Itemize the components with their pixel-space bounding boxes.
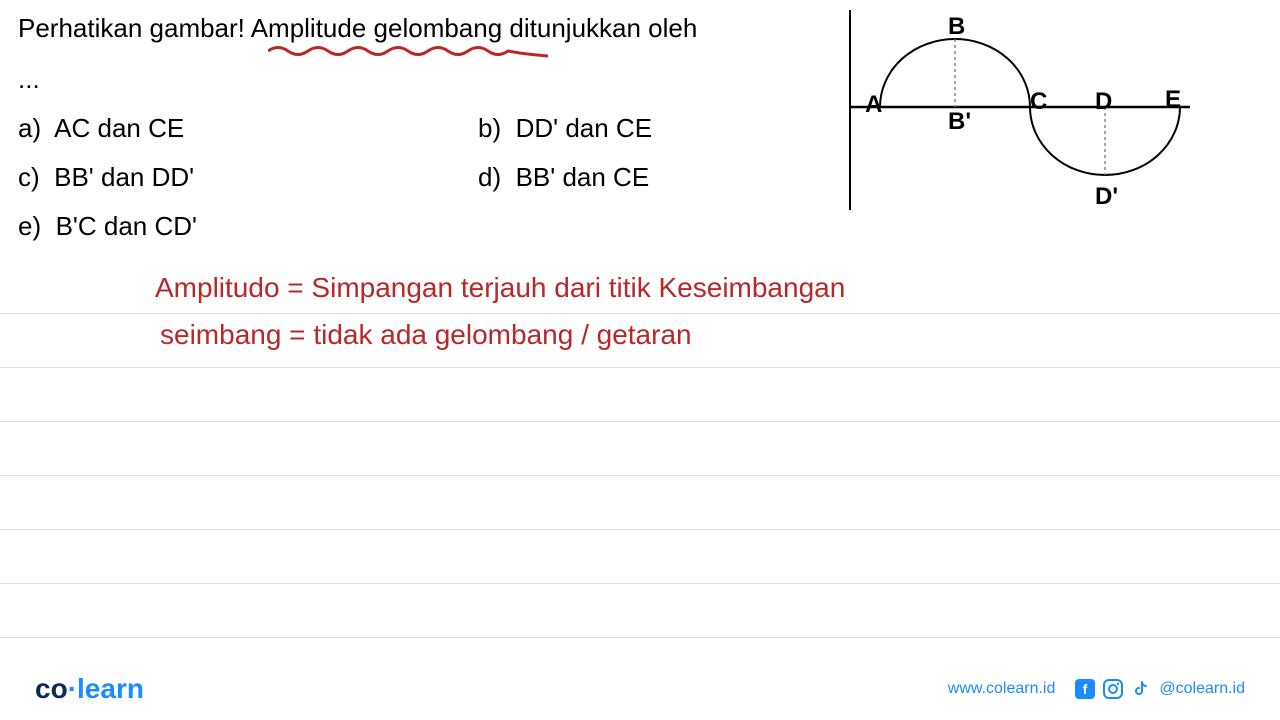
question-main: Perhatikan gambar! Amplitude gelombang d… xyxy=(18,13,697,43)
wave-trough xyxy=(1030,107,1180,175)
label-A: A xyxy=(865,91,882,119)
handwritten-line1: Amplitudo = Simpangan terjauh dari titik… xyxy=(155,268,845,307)
handwritten-line2: seimbang = tidak ada gelombang / getaran xyxy=(160,315,692,354)
logo-learn: learn xyxy=(77,673,144,704)
logo-dot: · xyxy=(68,673,77,704)
tiktok-icon[interactable] xyxy=(1131,679,1151,699)
footer: co·learn www.colearn.id f @colearn.id xyxy=(0,673,1280,705)
label-Bprime: B' xyxy=(948,108,971,136)
social-handle[interactable]: @colearn.id xyxy=(1159,680,1245,698)
option-e[interactable]: e) B'C dan CD' xyxy=(18,211,478,242)
facebook-icon[interactable]: f xyxy=(1075,679,1095,699)
label-C: C xyxy=(1030,88,1047,116)
option-b[interactable]: b) DD' dan CE xyxy=(478,113,652,144)
option-a[interactable]: a) AC dan CE xyxy=(18,113,478,144)
social-icons: f @colearn.id xyxy=(1075,679,1245,699)
wave-crest xyxy=(880,39,1030,107)
option-d[interactable]: d) BB' dan CE xyxy=(478,162,649,193)
wave-diagram: A B B' C D D' E xyxy=(770,10,1200,210)
logo: co·learn xyxy=(35,673,144,705)
logo-co: co xyxy=(35,673,68,704)
instagram-icon[interactable] xyxy=(1103,679,1123,699)
squiggle-underline xyxy=(268,44,548,58)
svg-text:f: f xyxy=(1083,681,1088,697)
option-c[interactable]: c) BB' dan DD' xyxy=(18,162,478,193)
label-D: D xyxy=(1095,88,1112,116)
footer-url[interactable]: www.colearn.id xyxy=(948,680,1056,698)
label-E: E xyxy=(1165,86,1181,114)
label-Dprime: D' xyxy=(1095,183,1118,211)
label-B: B xyxy=(948,13,965,41)
footer-right: www.colearn.id f @colearn.id xyxy=(948,679,1245,699)
